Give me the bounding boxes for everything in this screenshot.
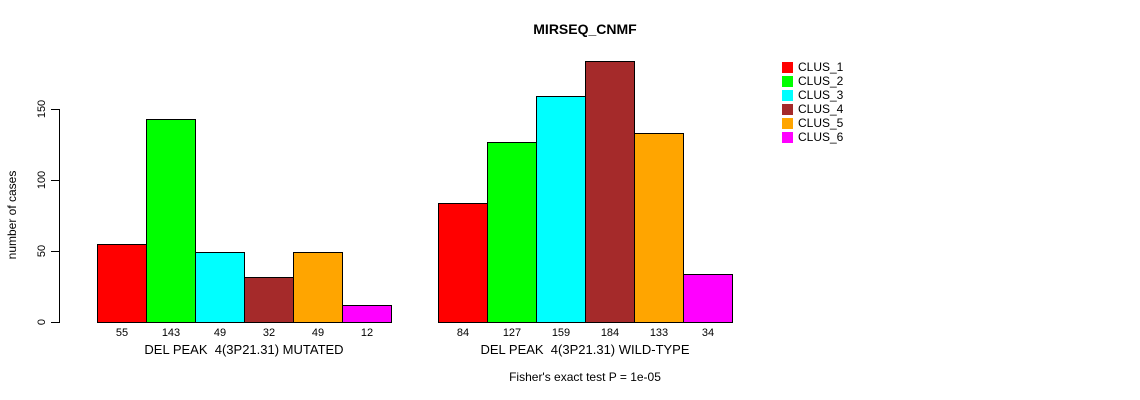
fisher-test-annotation: Fisher's exact test P = 1e-05 [509,370,661,384]
bar-value-label: 34 [701,327,715,339]
legend-item-clus_3: CLUS_3 [782,88,843,102]
bar-clus_4-group1 [244,277,294,323]
legend-label: CLUS_5 [798,116,844,130]
legend-label: CLUS_6 [798,130,844,144]
bar-value-label: 49 [213,327,227,339]
y-axis-tick [51,109,59,110]
legend-label: CLUS_3 [798,88,844,102]
bar-clus_5-group2 [634,133,684,323]
bar-clus_4-group2 [585,61,635,323]
bar-clus_1-group2 [438,203,488,323]
bar-value-label: 133 [649,327,669,339]
legend-item-clus_1: CLUS_1 [782,60,843,74]
bar-value-label: 12 [360,327,374,339]
legend-item-clus_4: CLUS_4 [782,102,843,116]
y-axis-tick-label: 150 [36,99,48,119]
y-axis-line [59,109,60,323]
y-axis-tick-label: 0 [36,318,48,326]
y-axis-tick-label: 50 [36,244,48,258]
group-axis-label: DEL PEAK 4(3P21.31) WILD-TYPE [480,342,690,357]
legend-swatch-icon [782,75,793,87]
y-axis-label: number of cases [5,170,19,260]
bar-value-label: 184 [600,327,620,339]
bar-value-label: 84 [456,327,470,339]
chart-title: MIRSEQ_CNMF [533,21,637,37]
bar-clus_2-group2 [487,142,537,323]
legend-swatch-icon [782,61,793,73]
legend-item-clus_5: CLUS_5 [782,116,843,130]
bar-value-label: 127 [502,327,522,339]
y-axis-tick [51,180,59,181]
legend-item-clus_2: CLUS_2 [782,74,843,88]
bar-clus_5-group1 [293,252,343,323]
bar-value-label: 32 [262,327,276,339]
bar-value-label: 159 [551,327,571,339]
bar-clus_3-group2 [536,96,586,323]
bar-clus_2-group1 [146,119,196,323]
legend-swatch-icon [782,103,793,115]
y-axis-tick-label: 100 [36,170,48,190]
bar-clus_1-group1 [97,244,147,323]
bar-clus_3-group1 [195,252,245,323]
bar-clus_6-group2 [683,274,733,323]
y-axis-tick [51,251,59,252]
legend-swatch-icon [782,117,793,129]
legend-swatch-icon [782,89,793,101]
legend-item-clus_6: CLUS_6 [782,130,843,144]
bar-value-label: 55 [115,327,129,339]
legend: CLUS_1 CLUS_2 CLUS_3 CLUS_4 CLUS_5 CLUS_6 [782,60,843,144]
bar-value-label: 143 [161,327,181,339]
legend-label: CLUS_1 [798,60,844,74]
bar-value-label: 49 [311,327,325,339]
legend-swatch-icon [782,131,793,143]
group-axis-label: DEL PEAK 4(3P21.31) MUTATED [144,342,344,357]
bar-clus_6-group1 [342,305,392,323]
legend-label: CLUS_2 [798,74,844,88]
legend-label: CLUS_4 [798,102,844,116]
y-axis-tick [51,322,59,323]
